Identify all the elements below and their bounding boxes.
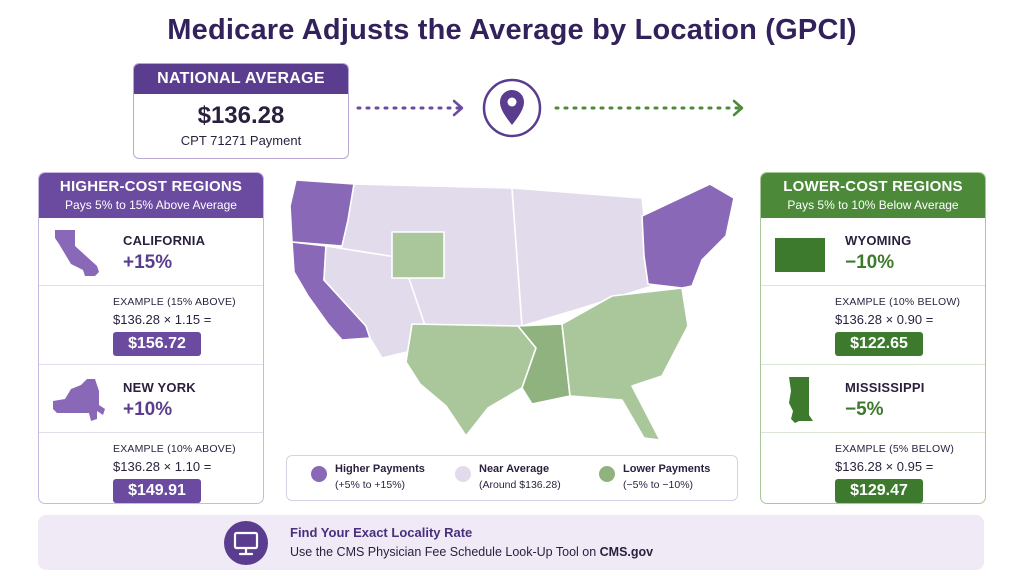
example-formula: $136.28 × 0.90 = (835, 312, 934, 327)
mississippi-shape-icon (789, 377, 813, 423)
us-gpci-map (289, 179, 735, 441)
region-northeast (641, 183, 735, 289)
region-wyoming (391, 231, 445, 279)
page-title: Medicare Adjusts the Average by Location… (167, 14, 857, 46)
state-name: MISSISSIPPI (845, 380, 925, 395)
wyoming-shape-icon (775, 238, 825, 272)
national-average-subtitle: CPT 71271 Payment (180, 133, 302, 148)
national-average-card: NATIONAL AVERAGE $136.28 CPT 71271 Payme… (133, 63, 349, 159)
legend-range: (−5% to −10%) (623, 479, 694, 491)
computer-monitor-icon (224, 521, 268, 565)
example-wyoming: EXAMPLE (10% BELOW) $136.28 × 0.90 = $12… (761, 286, 985, 365)
lower-cost-header: LOWER-COST REGIONS Pays 5% to 10% Below … (761, 173, 985, 218)
footer-title: Find Your Exact Locality Rate (290, 525, 473, 540)
example-result: $156.72 (113, 332, 201, 356)
legend-label: Higher Payments (335, 463, 425, 475)
legend-label: Lower Payments (623, 463, 711, 475)
legend-range: (+5% to +15%) (335, 479, 406, 491)
state-name: NEW YORK (123, 380, 196, 395)
legend-swatch (455, 466, 471, 482)
region-southeast (561, 287, 689, 441)
legend-swatch (311, 466, 327, 482)
example-label: EXAMPLE (15% ABOVE) (113, 296, 236, 308)
region-texas (405, 323, 537, 437)
example-result: $122.65 (835, 332, 923, 356)
example-new-york: EXAMPLE (10% ABOVE) $136.28 × 1.10 = $14… (39, 433, 263, 503)
lower-cost-panel: LOWER-COST REGIONS Pays 5% to 10% Below … (760, 172, 986, 504)
location-flow-arrows (356, 78, 744, 138)
cms-gov-link[interactable]: CMS.gov (599, 545, 654, 559)
lower-cost-heading: LOWER-COST REGIONS (783, 178, 963, 195)
example-result: $129.47 (835, 479, 923, 503)
legend-range: (Around $136.28) (479, 479, 561, 491)
california-shape-icon (55, 230, 99, 276)
locality-rate-footer: Find Your Exact Locality Rate Use the CM… (38, 515, 984, 570)
state-percent: +10% (123, 399, 173, 420)
higher-cost-heading: HIGHER-COST REGIONS (59, 178, 243, 195)
example-formula: $136.28 × 1.10 = (113, 459, 212, 474)
state-percent: −5% (845, 399, 884, 420)
state-row-wyoming: WYOMING −10% (761, 218, 985, 286)
footer-text-body: Use the CMS Physician Fee Schedule Look-… (290, 545, 600, 559)
legend-swatch (599, 466, 615, 482)
state-name: CALIFORNIA (123, 233, 206, 248)
example-label: EXAMPLE (10% BELOW) (835, 296, 961, 308)
state-percent: +15% (123, 252, 173, 273)
legend-label: Near Average (479, 463, 550, 475)
new-york-shape-icon (53, 379, 105, 421)
example-mississippi: EXAMPLE (5% BELOW) $136.28 × 0.95 = $129… (761, 433, 985, 503)
higher-cost-subheading: Pays 5% to 15% Above Average (65, 198, 237, 212)
higher-cost-header: HIGHER-COST REGIONS Pays 5% to 15% Above… (39, 173, 263, 218)
state-row-mississippi: MISSISSIPPI −5% (761, 365, 985, 433)
example-label: EXAMPLE (5% BELOW) (835, 443, 955, 455)
example-label: EXAMPLE (10% ABOVE) (113, 443, 236, 455)
example-formula: $136.28 × 1.15 = (113, 312, 212, 327)
dotted-arrow-left-icon (356, 99, 464, 117)
national-average-value: $136.28 (197, 102, 285, 129)
lower-cost-subheading: Pays 5% to 10% Below Average (787, 198, 959, 212)
footer-text: Use the CMS Physician Fee Schedule Look-… (290, 545, 653, 559)
example-formula: $136.28 × 0.95 = (835, 459, 934, 474)
state-percent: −10% (845, 252, 895, 273)
location-pin-icon (482, 78, 542, 138)
state-row-california: CALIFORNIA +15% (39, 218, 263, 286)
national-average-heading: NATIONAL AVERAGE (134, 64, 348, 94)
state-row-new-york: NEW YORK +10% (39, 365, 263, 433)
state-name: WYOMING (845, 233, 912, 248)
dotted-arrow-right-icon (554, 99, 744, 117)
higher-cost-panel: HIGHER-COST REGIONS Pays 5% to 15% Above… (38, 172, 264, 504)
example-result: $149.91 (113, 479, 201, 503)
map-legend: Higher Payments (+5% to +15%) Near Avera… (286, 455, 738, 501)
example-california: EXAMPLE (15% ABOVE) $136.28 × 1.15 = $15… (39, 286, 263, 365)
region-pacific-northwest (289, 179, 355, 247)
